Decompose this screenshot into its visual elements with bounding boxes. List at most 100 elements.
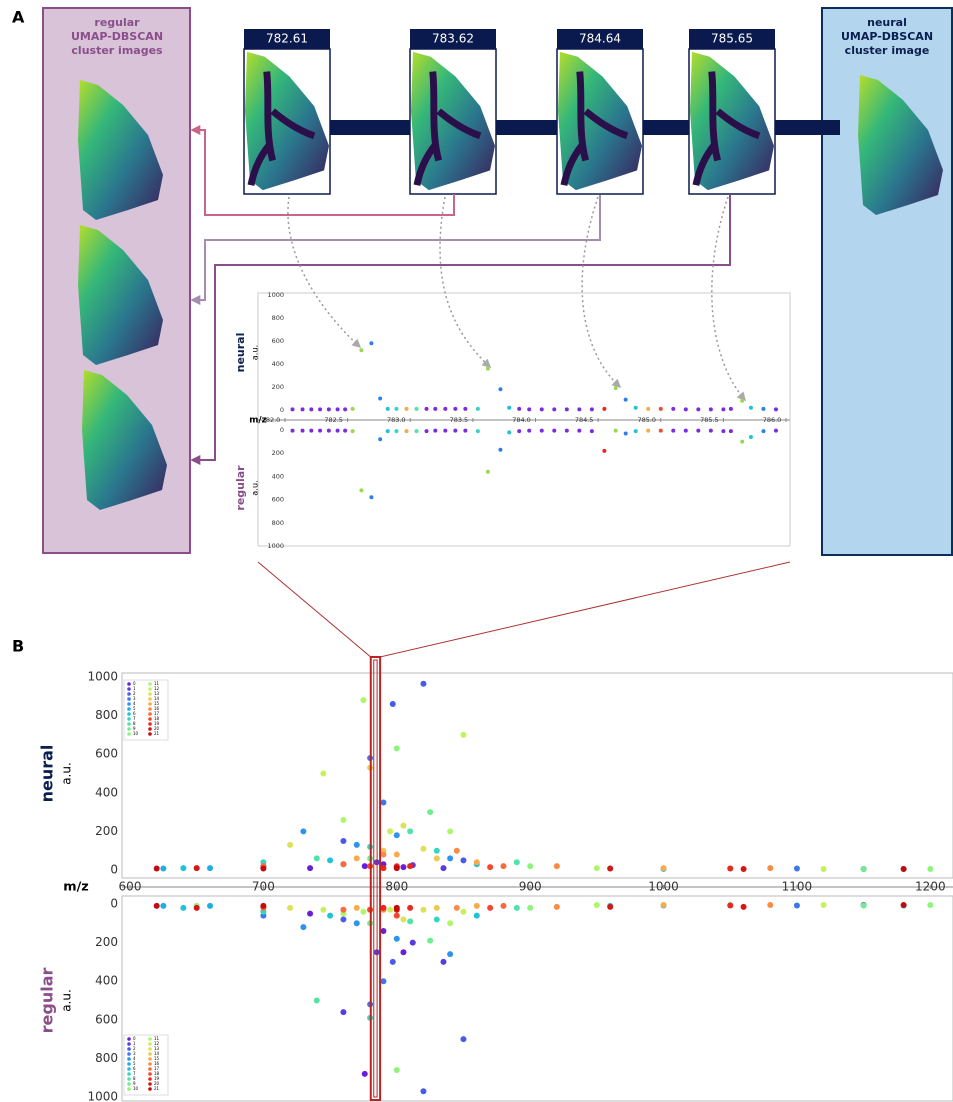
x-tick-label: 1100: [782, 880, 813, 894]
data-point: [487, 864, 493, 870]
legend-swatch: [148, 692, 152, 696]
data-point: [194, 905, 200, 911]
data-point: [360, 909, 366, 915]
data-point: [301, 407, 305, 411]
data-point: [407, 828, 413, 834]
data-point: [400, 949, 406, 955]
legend-swatch: [127, 1037, 131, 1041]
data-point: [794, 865, 800, 871]
data-point: [565, 407, 569, 411]
data-point: [434, 916, 440, 922]
data-point: [474, 903, 480, 909]
data-point: [387, 907, 393, 913]
data-point: [577, 429, 581, 433]
data-point: [443, 429, 447, 433]
data-point: [540, 429, 544, 433]
y-tick-label: 600: [272, 337, 284, 345]
data-point: [291, 407, 295, 411]
legend-label: 21: [154, 1086, 160, 1091]
data-point: [207, 903, 213, 909]
x-tick-label: 785.5: [700, 416, 719, 424]
legend-swatch: [127, 732, 131, 736]
ion-mz: 784.64: [579, 32, 621, 46]
data-point: [425, 429, 429, 433]
data-point: [425, 407, 429, 411]
legend-swatch: [127, 1072, 131, 1076]
data-point: [394, 865, 400, 871]
data-point: [474, 859, 480, 865]
data-point: [634, 406, 638, 410]
x-tick-label: 800: [385, 880, 408, 894]
data-point: [380, 905, 386, 911]
y-tick-label: 0: [110, 863, 118, 877]
y-tick-label: 800: [272, 519, 284, 527]
y-tick-label: 1000: [87, 1090, 118, 1102]
ion-mz: 782.61: [266, 32, 308, 46]
y-tick-label: 0: [280, 426, 284, 434]
legend-label: 10: [133, 731, 139, 736]
data-point: [410, 940, 416, 946]
data-point: [394, 832, 400, 838]
data-point: [761, 429, 765, 433]
x-label: m/z: [63, 880, 88, 895]
data-point: [407, 905, 413, 911]
data-point: [527, 863, 533, 869]
data-point: [646, 429, 650, 433]
data-point: [351, 429, 355, 433]
legend-swatch: [148, 1052, 152, 1056]
legend-swatch: [148, 1082, 152, 1086]
data-point: [314, 855, 320, 861]
y-tick-label: 400: [272, 472, 284, 480]
y-tick-label: 600: [95, 747, 118, 761]
data-point: [420, 907, 426, 913]
data-point: [671, 407, 675, 411]
data-point: [453, 407, 457, 411]
legend-swatch: [148, 702, 152, 706]
data-point: [901, 902, 907, 908]
legend-swatch: [127, 682, 131, 686]
data-point: [624, 398, 628, 402]
data-point: [440, 865, 446, 871]
legend-swatch: [127, 692, 131, 696]
data-point: [180, 865, 186, 871]
neural-label: neural: [234, 333, 247, 373]
ion-mz: 783.62: [432, 32, 474, 46]
legend-swatch: [127, 687, 131, 691]
data-point: [554, 863, 560, 869]
y-label: a.u.: [250, 480, 260, 496]
legend-swatch: [148, 1037, 152, 1041]
data-point: [380, 978, 386, 984]
data-point: [394, 407, 398, 411]
data-point: [327, 407, 331, 411]
data-point: [434, 848, 440, 854]
data-point: [463, 407, 467, 411]
y-label: a.u.: [60, 989, 74, 1012]
data-point: [517, 407, 521, 411]
plot-frame: [122, 896, 953, 1101]
data-point: [684, 429, 688, 433]
legend-swatch: [148, 687, 152, 691]
legend-swatch: [148, 1067, 152, 1071]
data-point: [180, 905, 186, 911]
data-point: [901, 866, 907, 872]
data-point: [761, 407, 765, 411]
data-point: [447, 920, 453, 926]
data-point: [721, 429, 725, 433]
data-point: [447, 951, 453, 957]
data-point: [453, 429, 457, 433]
data-point: [362, 863, 368, 869]
data-point: [646, 407, 650, 411]
legend-swatch: [148, 1057, 152, 1061]
data-point: [394, 852, 400, 858]
y-tick-label: 600: [272, 496, 284, 504]
data-point: [300, 924, 306, 930]
data-point: [434, 855, 440, 861]
data-point: [307, 865, 313, 871]
data-point: [527, 407, 531, 411]
x-tick-label: 600: [119, 880, 142, 894]
y-tick-label: 0: [110, 897, 118, 911]
y-tick-label: 800: [95, 708, 118, 722]
data-point: [927, 902, 933, 908]
y-tick-label: 200: [272, 383, 284, 391]
y-tick-label: 1000: [267, 542, 284, 550]
